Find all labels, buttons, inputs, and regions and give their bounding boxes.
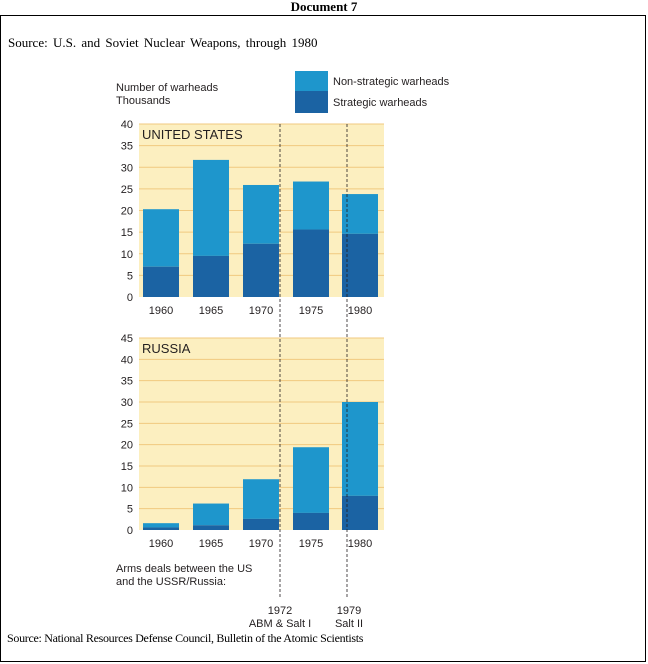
ytick-us-40: 40	[121, 119, 133, 131]
document-frame	[0, 15, 646, 662]
bar-russia-strategic-1960	[143, 527, 179, 530]
bar-us-strategic-1970	[243, 243, 279, 297]
bar-russia-non-strategic-1965	[193, 503, 229, 526]
arms-deals-label-line1: Arms deals between the US	[116, 563, 252, 575]
ytick-russia-35: 35	[121, 376, 133, 388]
ytick-us-35: 35	[121, 141, 133, 153]
deal-1972-year: 1972	[268, 605, 292, 617]
bar-us-non-strategic-1965	[193, 159, 229, 256]
document-title: Document 7	[290, 0, 358, 14]
ytick-us-15: 15	[121, 227, 133, 239]
bar-russia-non-strategic-1975	[293, 447, 329, 513]
xtick-us-1980: 1980	[348, 305, 372, 317]
legend-label-non-strategic: Non-strategic warheads	[333, 76, 450, 88]
ytick-us-25: 25	[121, 184, 133, 196]
ytick-russia-5: 5	[127, 504, 133, 516]
xtick-us-1965: 1965	[199, 305, 223, 317]
source-bottom: Source: National Resources Defense Counc…	[7, 631, 364, 645]
legend-swatch-strategic	[295, 91, 328, 113]
xtick-russia-1980: 1980	[348, 538, 372, 550]
bar-russia-non-strategic-1980	[342, 402, 378, 496]
ylabel-line2: Thousands	[116, 95, 171, 107]
deal-1979-label: Salt II	[335, 618, 363, 630]
ytick-russia-30: 30	[121, 397, 133, 409]
bar-us-non-strategic-1975	[293, 181, 329, 230]
ytick-us-5: 5	[127, 270, 133, 282]
ytick-russia-45: 45	[121, 333, 133, 345]
xtick-russia-1965: 1965	[199, 538, 223, 550]
ytick-russia-20: 20	[121, 440, 133, 452]
ylabel-line1: Number of warheads	[116, 82, 219, 94]
bar-russia-non-strategic-1970	[243, 479, 279, 519]
arms-deal-lines	[279, 124, 348, 598]
panel-title-russia: RUSSIA	[142, 341, 191, 356]
xtick-us-1960: 1960	[149, 305, 173, 317]
bar-russia-strategic-1980	[342, 495, 378, 530]
xtick-us-1970: 1970	[249, 305, 273, 317]
bar-us-strategic-1975	[293, 229, 329, 297]
legend-label-strategic: Strategic warheads	[333, 97, 428, 109]
xtick-us-1975: 1975	[299, 305, 323, 317]
bar-us-non-strategic-1960	[143, 209, 179, 267]
panel-russia: 0 5 10 15 20 25 30 35 40 45 RUSSIA 1960 1965 1970 1975…	[121, 333, 384, 550]
ytick-us-20: 20	[121, 206, 133, 218]
panel-united-states: 0 5 10 15 20 25 30 35 40 UNITED STATES 1960 1965 197…	[121, 119, 384, 317]
arms-deals-label-line2: and the USSR/Russia:	[116, 576, 226, 588]
ytick-us-10: 10	[121, 249, 133, 261]
bar-us-strategic-1980	[342, 233, 378, 297]
deal-1979-year: 1979	[337, 605, 361, 617]
bar-russia-non-strategic-1960	[143, 523, 179, 528]
bar-us-non-strategic-1970	[243, 184, 279, 244]
ytick-us-30: 30	[121, 162, 133, 174]
ytick-russia-15: 15	[121, 461, 133, 473]
bar-us-strategic-1960	[143, 266, 179, 297]
xtick-russia-1970: 1970	[249, 538, 273, 550]
ytick-russia-10: 10	[121, 482, 133, 494]
bar-russia-strategic-1965	[193, 525, 229, 530]
bar-us-non-strategic-1980	[342, 194, 378, 234]
legend-swatch-non-strategic	[295, 71, 328, 91]
xtick-russia-1960: 1960	[149, 538, 173, 550]
bar-russia-strategic-1975	[293, 512, 329, 530]
deal-1972-label: ABM & Salt I	[249, 618, 311, 630]
ytick-russia-25: 25	[121, 418, 133, 430]
ytick-us-0: 0	[127, 292, 133, 304]
source-top: Source: U.S. and Soviet Nuclear Weapons,…	[8, 35, 318, 50]
panel-title-us: UNITED STATES	[142, 127, 243, 142]
ytick-russia-40: 40	[121, 354, 133, 366]
bar-us-strategic-1965	[193, 255, 229, 297]
ytick-russia-0: 0	[127, 525, 133, 537]
xtick-russia-1975: 1975	[299, 538, 323, 550]
bar-russia-strategic-1970	[243, 518, 279, 530]
